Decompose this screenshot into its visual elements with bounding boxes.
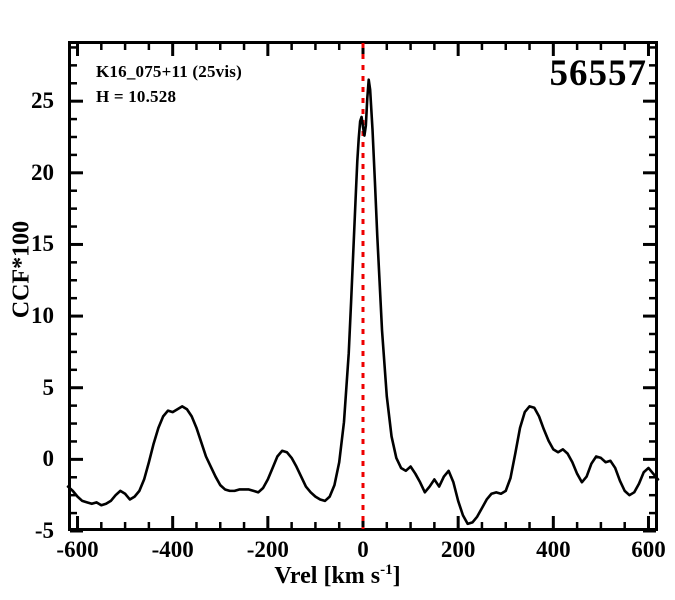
y-tick-label: -5 [34,518,54,543]
axis-ticks [70,43,656,533]
x-tick-label: -200 [246,537,289,562]
x-tick-label: -400 [151,537,194,562]
mjd-annotation: 56557 [549,53,647,94]
y-tick-label: 25 [31,88,54,114]
plot-frame [68,41,658,531]
x-tick-label: 200 [440,537,476,562]
x-tick-label: 0 [357,537,369,562]
target-id-annotation: K16_075+11 (25vis) [96,62,242,81]
x-tick-label: 600 [631,537,666,562]
y-tick-label: 15 [31,231,54,257]
y-tick-label: 20 [31,159,54,185]
y-axis-title: CCF*100 [8,220,35,319]
x-tick-label: -600 [56,537,99,562]
x-tick-label: 400 [536,537,571,562]
y-tick-label: 0 [42,446,55,472]
y-tick-label: 10 [31,303,54,329]
x-axis-title: Vrel [km s-1] [274,562,401,589]
ccf-curve [66,78,660,526]
y-tick-label: 5 [42,374,55,400]
magnitude-annotation: H = 10.528 [96,87,177,106]
